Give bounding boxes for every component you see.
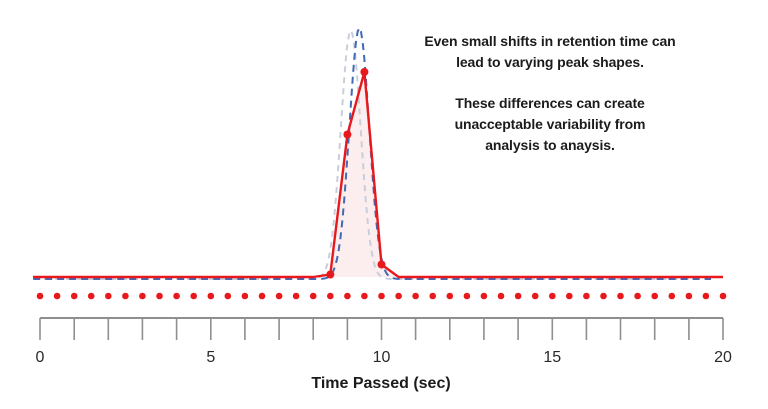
sampling-dot (309, 292, 317, 300)
sampling-dot (566, 292, 573, 300)
sampling-dot (446, 292, 454, 300)
sampling-dot (600, 292, 607, 300)
sampling-dot (395, 292, 402, 300)
x-axis-tick-label: 5 (206, 349, 215, 366)
annotation-line: Even small shifts in retention time can (424, 33, 676, 49)
sampling-dot (617, 292, 624, 300)
series-sampled-peak (33, 68, 723, 279)
x-axis-tick-label: 10 (373, 349, 391, 366)
annotation-paragraph-1: Even small shifts in retention time can … (389, 31, 711, 73)
sampling-dot (53, 292, 61, 300)
sampling-dot (70, 292, 78, 300)
sampling-dot (634, 292, 641, 300)
sampling-dot (361, 292, 368, 300)
annotation-line: analysis to anaysis. (485, 137, 615, 153)
sampling-dot (105, 292, 112, 300)
sampling-dot (207, 292, 215, 300)
sampled-peak-line (33, 70, 723, 279)
annotation-paragraph-2: These differences can create unacceptabl… (389, 93, 711, 156)
sampling-dot (173, 292, 180, 300)
x-axis-tick-label: 20 (714, 349, 732, 366)
sampling-dot (719, 292, 727, 300)
sampling-dot (429, 292, 437, 300)
sampling-dot (156, 292, 163, 300)
sampling-dot (275, 292, 283, 300)
sampling-dot (549, 292, 556, 300)
series-reference-peak-b (33, 25, 711, 280)
sampling-dot (36, 292, 44, 300)
annotation-line: unacceptable variability from (454, 116, 646, 132)
sampled-peak-marker (377, 260, 386, 269)
sampled-peak-marker (343, 130, 352, 139)
sampling-dot (651, 292, 658, 300)
sampling-dot (531, 292, 539, 300)
sampling-dot (292, 292, 300, 300)
sampling-dot (685, 292, 693, 300)
annotation-line: lead to varying peak shapes. (456, 54, 644, 70)
sampling-dot (412, 292, 419, 300)
sampling-dot (258, 292, 266, 300)
sampling-dot (139, 292, 146, 300)
sampling-dot (514, 292, 522, 300)
sampling-dot (241, 292, 249, 300)
sampling-dot (224, 292, 232, 300)
sampling-dot (327, 292, 334, 300)
x-axis-tick-label: 15 (543, 349, 561, 366)
sampling-dot (497, 292, 505, 300)
x-axis-title: Time Passed (sec) (311, 375, 450, 392)
x-axis-tick-label: 0 (36, 349, 45, 366)
annotation-line: These differences can create (455, 95, 645, 111)
sampling-dot (463, 292, 471, 300)
sampled-peak-marker (360, 68, 369, 76)
annotation-text: Even small shifts in retention time can … (389, 31, 711, 156)
reference-peak-b-curve (33, 25, 711, 280)
sampling-dot (480, 292, 488, 300)
sampling-dot (668, 292, 676, 300)
sampling-dot (190, 292, 197, 300)
sampling-dot (122, 292, 129, 300)
sampling-dot (344, 292, 351, 300)
x-axis: 0 5 10 15 20 (36, 317, 732, 366)
sampling-dot (378, 292, 385, 300)
sampled-peak-marker (326, 270, 335, 279)
sampling-dots-row (36, 292, 727, 300)
sampling-dot (87, 292, 95, 300)
sampling-dot (583, 292, 590, 300)
sampling-dot (702, 292, 710, 300)
